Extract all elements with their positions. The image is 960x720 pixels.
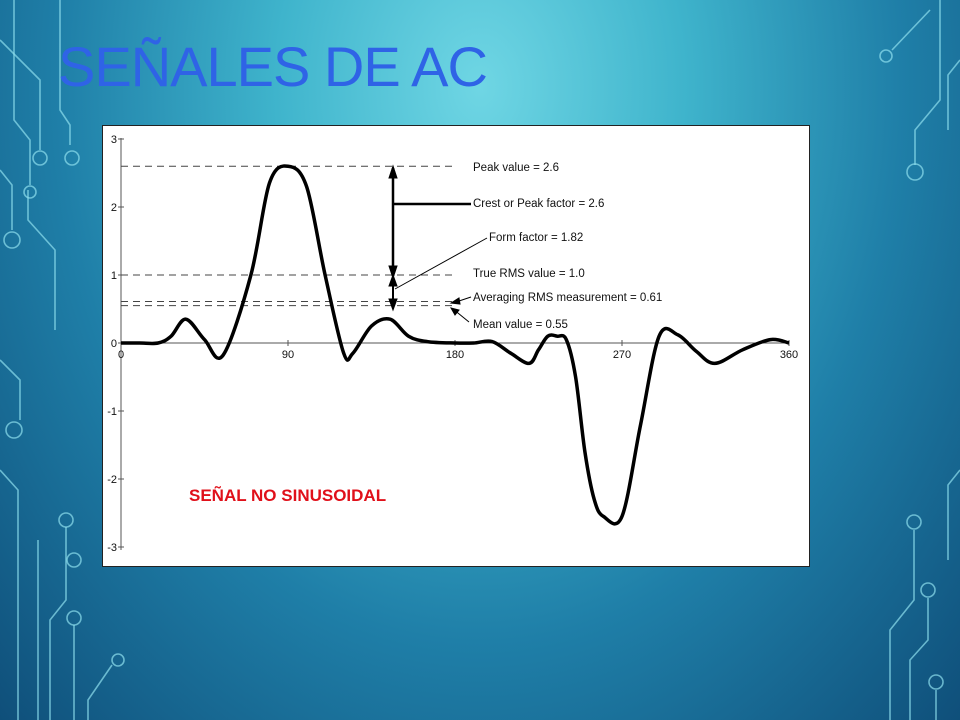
averaging-rms-pointer	[449, 296, 472, 305]
reference-line-group	[121, 165, 453, 307]
y-tick-label: -2	[107, 474, 117, 486]
signal-curve	[121, 164, 790, 526]
y-tick-label: 1	[111, 270, 117, 282]
x-tick-label: 180	[446, 349, 464, 361]
mean-value-pointer	[449, 307, 470, 323]
y-tick-group: 3 2 1 0 -1 -2 -3	[107, 134, 124, 554]
slide-title: SEÑALES DE AC	[58, 35, 488, 98]
y-tick-label: -1	[107, 406, 117, 418]
form-factor-arrow	[388, 237, 488, 312]
crest-factor-label: Crest or Peak factor = 2.6	[473, 198, 604, 210]
mean-value-label: Mean value = 0.55	[473, 319, 568, 331]
y-tick-label: 0	[111, 338, 117, 350]
x-tick-label: 90	[282, 349, 294, 361]
signal-note: SEÑAL NO SINUSOIDAL	[189, 485, 386, 505]
form-factor-label: Form factor = 1.82	[489, 232, 583, 244]
chart-frame: 3 2 1 0 -1 -2 -3 0 90 180 270 360 Peak value = 2.6	[102, 125, 810, 567]
peak-value-label: Peak value = 2.6	[473, 162, 559, 174]
x-tick-group: 0 90 180 270 360	[118, 340, 798, 361]
x-tick-label: 0	[118, 349, 124, 361]
y-tick-label: 2	[111, 202, 117, 214]
x-tick-label: 270	[613, 349, 631, 361]
chart-svg: 3 2 1 0 -1 -2 -3 0 90 180 270 360 Peak value = 2.6	[107, 134, 798, 554]
crest-factor-arrow	[388, 164, 471, 280]
y-tick-label: -3	[107, 542, 117, 554]
true-rms-label: True RMS value = 1.0	[473, 268, 585, 280]
x-tick-label: 360	[780, 349, 798, 361]
y-tick-label: 3	[111, 134, 117, 146]
averaging-rms-label: Averaging RMS measurement = 0.61	[473, 292, 662, 304]
